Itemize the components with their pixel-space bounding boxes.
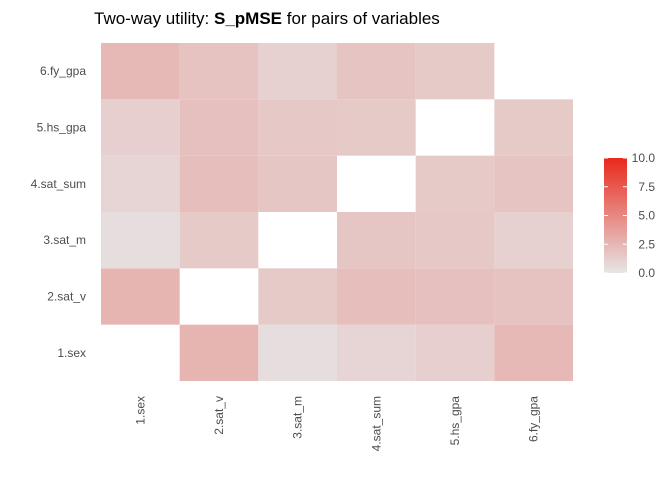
y-tick-label-5-hs-gpa: 5.hs_gpa [37, 121, 87, 135]
heatmap-cell-3-sat-m-6-fy-gpa [258, 43, 337, 100]
heatmap-cell-3-sat-m-4-sat-sum [258, 155, 337, 212]
heatmap-cell-4-sat-sum-6-fy-gpa [337, 43, 416, 100]
chart-title-metric: S_pMSE [214, 9, 282, 28]
heatmap-cell-3-sat-m-1-sex [258, 324, 337, 381]
legend-ticks: 0.0 2.5 5.0 7.5 10.0 [604, 151, 655, 280]
heatmap-cell-5-hs-gpa-3-sat-m [415, 212, 495, 269]
legend-colorbar [604, 158, 627, 273]
heatmap-cell-6-fy-gpa-4-sat-sum [494, 155, 573, 212]
y-tick-label-2-sat-v: 2.sat_v [47, 290, 86, 304]
heatmap-cell-1-sex-2-sat-v [101, 268, 180, 325]
heatmap-cell-6-fy-gpa-1-sex [494, 324, 573, 381]
y-axis: 1.sex 2.sat_v 3.sat_m 4.sat_sum 5.hs_gpa 6.fy… [31, 64, 87, 360]
heatmap-cells [101, 43, 573, 381]
heatmap-cell-2-sat-v-3-sat-m [179, 212, 259, 269]
legend-tick-label-2-5: 2.5 [638, 237, 655, 251]
y-tick-label-3-sat-m: 3.sat_m [43, 233, 86, 247]
heatmap-cell-2-sat-v-4-sat-sum [179, 155, 259, 212]
heatmap-cell-2-sat-v-1-sex [179, 324, 259, 381]
y-tick-label-1-sex: 1.sex [57, 346, 86, 360]
heatmap-cell-5-hs-gpa-4-sat-sum [415, 155, 495, 212]
heatmap-cell-5-hs-gpa-2-sat-v [415, 268, 495, 325]
heatmap-cell-2-sat-v-6-fy-gpa [179, 43, 259, 100]
heatmap-cell-6-fy-gpa-5-hs-gpa [494, 99, 573, 156]
color-legend: 0.0 2.5 5.0 7.5 10.0 [604, 151, 655, 280]
heatmap-cell-1-sex-4-sat-sum [101, 155, 180, 212]
heatmap-cell-5-hs-gpa-6-fy-gpa [415, 43, 495, 100]
x-tick-label-3-sat-m: 3.sat_m [291, 396, 305, 439]
x-tick-label-2-sat-v: 2.sat_v [212, 396, 226, 435]
heatmap-cell-3-sat-m-2-sat-v [258, 268, 337, 325]
legend-tick-label-0-0: 0.0 [638, 266, 655, 280]
chart-title: Two-way utility: S_pMSE for pairs of var… [94, 9, 440, 28]
heatmap-cell-1-sex-5-hs-gpa [101, 99, 180, 156]
heatmap-cell-5-hs-gpa-1-sex [415, 324, 495, 381]
legend-tick-label-7-5: 7.5 [638, 180, 655, 194]
y-tick-label-6-fy-gpa: 6.fy_gpa [40, 64, 86, 78]
heatmap-cell-4-sat-sum-3-sat-m [337, 212, 416, 269]
x-tick-label-6-fy-gpa: 6.fy_gpa [527, 396, 541, 442]
legend-tick-label-10-0: 10.0 [632, 151, 656, 165]
x-tick-label-1-sex: 1.sex [133, 396, 147, 425]
heatmap-cell-3-sat-m-5-hs-gpa [258, 99, 337, 156]
heatmap-cell-1-sex-6-fy-gpa [101, 43, 180, 100]
heatmap-cell-6-fy-gpa-3-sat-m [494, 212, 573, 269]
x-axis: 1.sex 2.sat_v 3.sat_m 4.sat_sum 5.hs_gpa 6.fy… [133, 396, 540, 452]
x-tick-label-4-sat-sum: 4.sat_sum [369, 396, 383, 451]
chart-title-prefix: Two-way utility: [94, 9, 214, 28]
heatmap-cell-1-sex-3-sat-m [101, 212, 180, 269]
x-tick-label-5-hs-gpa: 5.hs_gpa [448, 396, 462, 446]
legend-tick-label-5-0: 5.0 [638, 209, 655, 223]
heatmap-cell-4-sat-sum-5-hs-gpa [337, 99, 416, 156]
chart-title-suffix: for pairs of variables [282, 9, 440, 28]
heatmap-cell-6-fy-gpa-2-sat-v [494, 268, 573, 325]
y-tick-label-4-sat-sum: 4.sat_sum [31, 177, 86, 191]
heatmap-cell-4-sat-sum-1-sex [337, 324, 416, 381]
heatmap-cell-4-sat-sum-2-sat-v [337, 268, 416, 325]
heatmap-cell-2-sat-v-5-hs-gpa [179, 99, 259, 156]
